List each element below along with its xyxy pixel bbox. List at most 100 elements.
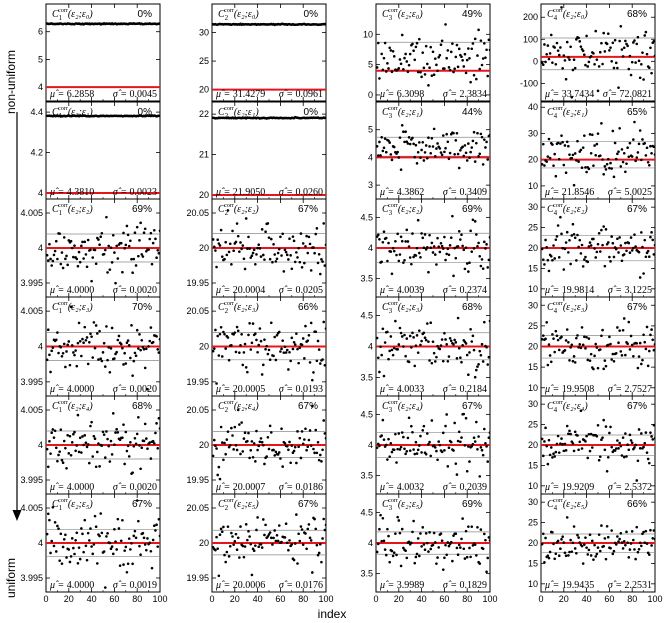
data-point — [476, 448, 479, 451]
data-point — [456, 553, 460, 557]
data-point — [276, 251, 280, 255]
data-point — [606, 241, 610, 244]
data-point — [53, 249, 57, 253]
data-point — [601, 158, 604, 161]
data-point — [46, 253, 49, 257]
data-point — [396, 348, 399, 351]
data-point — [412, 336, 415, 339]
data-point — [546, 44, 550, 47]
data-point — [145, 347, 148, 351]
data-point — [227, 445, 231, 449]
data-point — [571, 442, 575, 445]
data-point — [149, 549, 153, 553]
data-point — [552, 164, 555, 167]
side-label-bottom: uniform — [4, 558, 18, 598]
data-point — [464, 529, 468, 533]
data-point — [475, 554, 478, 557]
data-point — [319, 542, 322, 546]
data-point — [573, 361, 577, 364]
data-point — [569, 45, 572, 49]
data-point — [387, 437, 390, 441]
data-point — [86, 362, 90, 366]
y-tick-label: 40 — [528, 102, 538, 112]
data-point — [427, 136, 430, 139]
panel-percentage: 0% — [304, 107, 319, 118]
data-point — [643, 141, 647, 145]
data-point — [632, 538, 635, 542]
data-point — [441, 431, 445, 435]
panel-title-symbol: C — [382, 107, 389, 118]
data-point — [626, 44, 629, 48]
data-point — [562, 541, 566, 544]
data-point — [380, 260, 384, 264]
panel-percentage: 0% — [138, 9, 153, 20]
data-point — [288, 237, 291, 241]
data-point — [400, 33, 404, 37]
data-point — [457, 430, 461, 434]
data-point — [83, 434, 87, 437]
data-point — [645, 325, 649, 329]
data-point — [263, 338, 266, 341]
mu-annotation: μ̂ = 4.0000 — [49, 580, 94, 591]
data-point — [580, 326, 584, 329]
data-point — [427, 340, 430, 343]
data-point — [380, 353, 384, 357]
data-point — [479, 132, 483, 136]
data-point — [461, 344, 464, 347]
data-point — [46, 465, 50, 469]
data-point — [258, 247, 262, 250]
data-point — [69, 239, 73, 243]
data-point — [122, 231, 125, 235]
data-point — [649, 333, 652, 337]
data-point — [603, 537, 607, 540]
data-point — [455, 131, 459, 135]
data-point — [597, 458, 601, 462]
data-point — [146, 447, 149, 450]
data-point — [622, 46, 626, 50]
data-point — [107, 244, 110, 248]
panel-title-subscript: 2 — [225, 406, 229, 414]
data-point — [317, 551, 321, 555]
data-point — [296, 430, 299, 433]
sigma-annotation: σ̂ = 0.0020 — [113, 384, 157, 395]
mu-annotation: μ̂ = 21.8546 — [544, 187, 594, 198]
data-point — [145, 548, 148, 552]
data-point — [577, 448, 580, 452]
data-point — [247, 431, 250, 435]
data-point — [555, 442, 559, 446]
mu-annotation: μ̂ = 19.9435 — [544, 580, 594, 591]
data-point — [268, 257, 272, 261]
sigma-value: 0.0961 — [296, 89, 324, 100]
data-point — [298, 436, 302, 440]
y-tick-label: 20.05 — [186, 405, 209, 415]
data-point — [405, 449, 409, 453]
data-point — [252, 442, 256, 445]
data-point — [129, 356, 132, 360]
data-point — [648, 255, 651, 259]
data-point — [407, 136, 411, 139]
data-point — [307, 333, 311, 337]
data-point — [479, 39, 483, 42]
data-point — [383, 137, 387, 140]
data-point — [614, 61, 618, 65]
data-point — [629, 73, 633, 77]
data-point — [419, 434, 422, 438]
panel-title-superscript: corr — [224, 8, 234, 14]
data-point — [587, 432, 591, 436]
data-point — [570, 234, 574, 237]
data-point — [644, 255, 648, 259]
data-point — [446, 49, 450, 52]
panel-title-args: (ε₂;ε₃) — [68, 302, 93, 313]
y-tick-label: 20 — [199, 190, 209, 200]
data-point — [126, 339, 130, 342]
sigma-symbol: σ̂ = — [113, 580, 130, 591]
data-point — [444, 543, 447, 547]
data-point — [653, 153, 655, 156]
data-point — [452, 274, 455, 278]
data-point — [555, 334, 559, 338]
panel-title-superscript: corr — [224, 106, 234, 112]
data-point — [464, 151, 468, 155]
